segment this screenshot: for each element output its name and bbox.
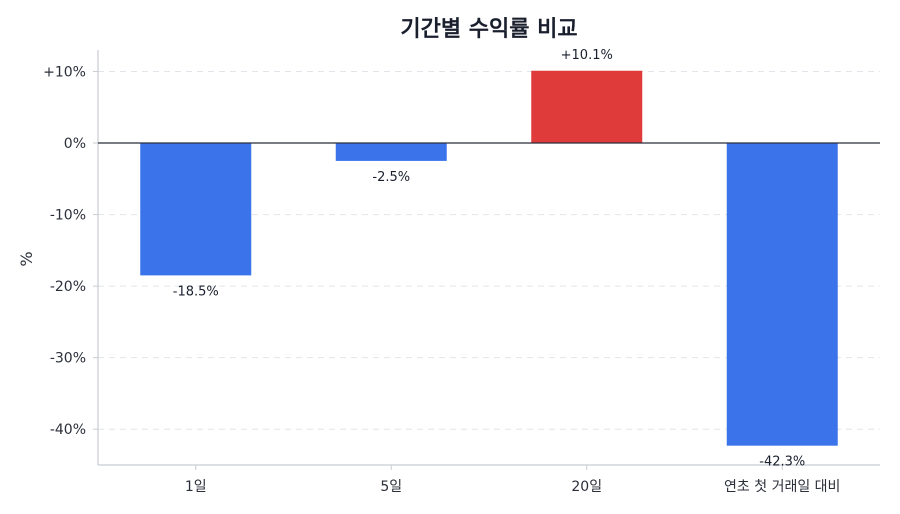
y-tick-label: -20% <box>50 279 86 295</box>
x-tick-label: 연초 첫 거래일 대비 <box>724 479 840 495</box>
data-labels: -18.5% -2.5% +10.1% -42.3% <box>173 48 806 470</box>
y-tick-label: +10% <box>43 64 86 80</box>
chart-title: 기간별 수익률 비교 <box>400 17 577 42</box>
bar-3 <box>531 70 643 144</box>
bar-2 <box>335 143 447 161</box>
y-tick-label: -40% <box>50 422 86 438</box>
y-tick-label: -30% <box>50 351 86 367</box>
data-label: -42.3% <box>759 455 805 470</box>
x-tick-label: 5일 <box>380 479 402 495</box>
data-label: +10.1% <box>561 48 613 63</box>
y-tick-label: -10% <box>50 208 86 224</box>
y-tick-label: 0% <box>64 136 86 152</box>
axes: +10% 0% -10% -20% -30% -40% 1일 5일 20일 연초 첫 거래일 대비 <box>43 50 880 495</box>
x-tick-label: 1일 <box>185 479 207 495</box>
x-tick-label: 20일 <box>571 479 602 495</box>
data-label: -18.5% <box>173 284 219 299</box>
data-label: -2.5% <box>372 170 410 185</box>
y-axis-label: % <box>17 251 36 266</box>
bar-4 <box>726 143 838 446</box>
bars <box>140 70 838 446</box>
bar-1 <box>140 143 252 276</box>
